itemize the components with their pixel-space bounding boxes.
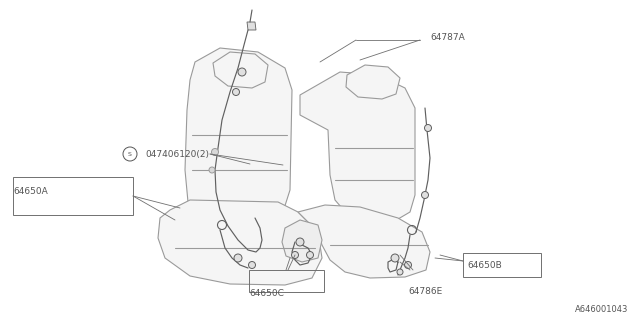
Circle shape — [211, 148, 218, 156]
Polygon shape — [300, 72, 415, 224]
Polygon shape — [158, 200, 322, 285]
Text: A646001043: A646001043 — [575, 305, 628, 314]
Circle shape — [209, 167, 215, 173]
Text: 64787A: 64787A — [430, 34, 465, 43]
Text: S: S — [128, 151, 132, 156]
Circle shape — [404, 261, 412, 268]
Circle shape — [234, 254, 242, 262]
Polygon shape — [213, 52, 268, 88]
Circle shape — [397, 269, 403, 275]
Bar — [13, 177, 133, 215]
Text: 64650A: 64650A — [13, 188, 48, 196]
Bar — [463, 253, 541, 277]
Text: 64786E: 64786E — [408, 287, 442, 296]
Circle shape — [291, 252, 298, 259]
Text: 047406120(2): 047406120(2) — [145, 149, 209, 158]
Circle shape — [248, 261, 255, 268]
Circle shape — [307, 252, 314, 259]
Text: 64650C: 64650C — [249, 289, 284, 298]
Circle shape — [232, 89, 239, 95]
Bar — [249, 270, 324, 292]
Polygon shape — [247, 22, 256, 30]
Polygon shape — [298, 205, 430, 278]
Circle shape — [296, 238, 304, 246]
Circle shape — [238, 68, 246, 76]
Circle shape — [424, 124, 431, 132]
Polygon shape — [282, 220, 322, 262]
Circle shape — [391, 254, 399, 262]
Circle shape — [422, 191, 429, 198]
Text: 64650B: 64650B — [467, 260, 502, 269]
Polygon shape — [185, 48, 292, 230]
Polygon shape — [346, 65, 400, 99]
